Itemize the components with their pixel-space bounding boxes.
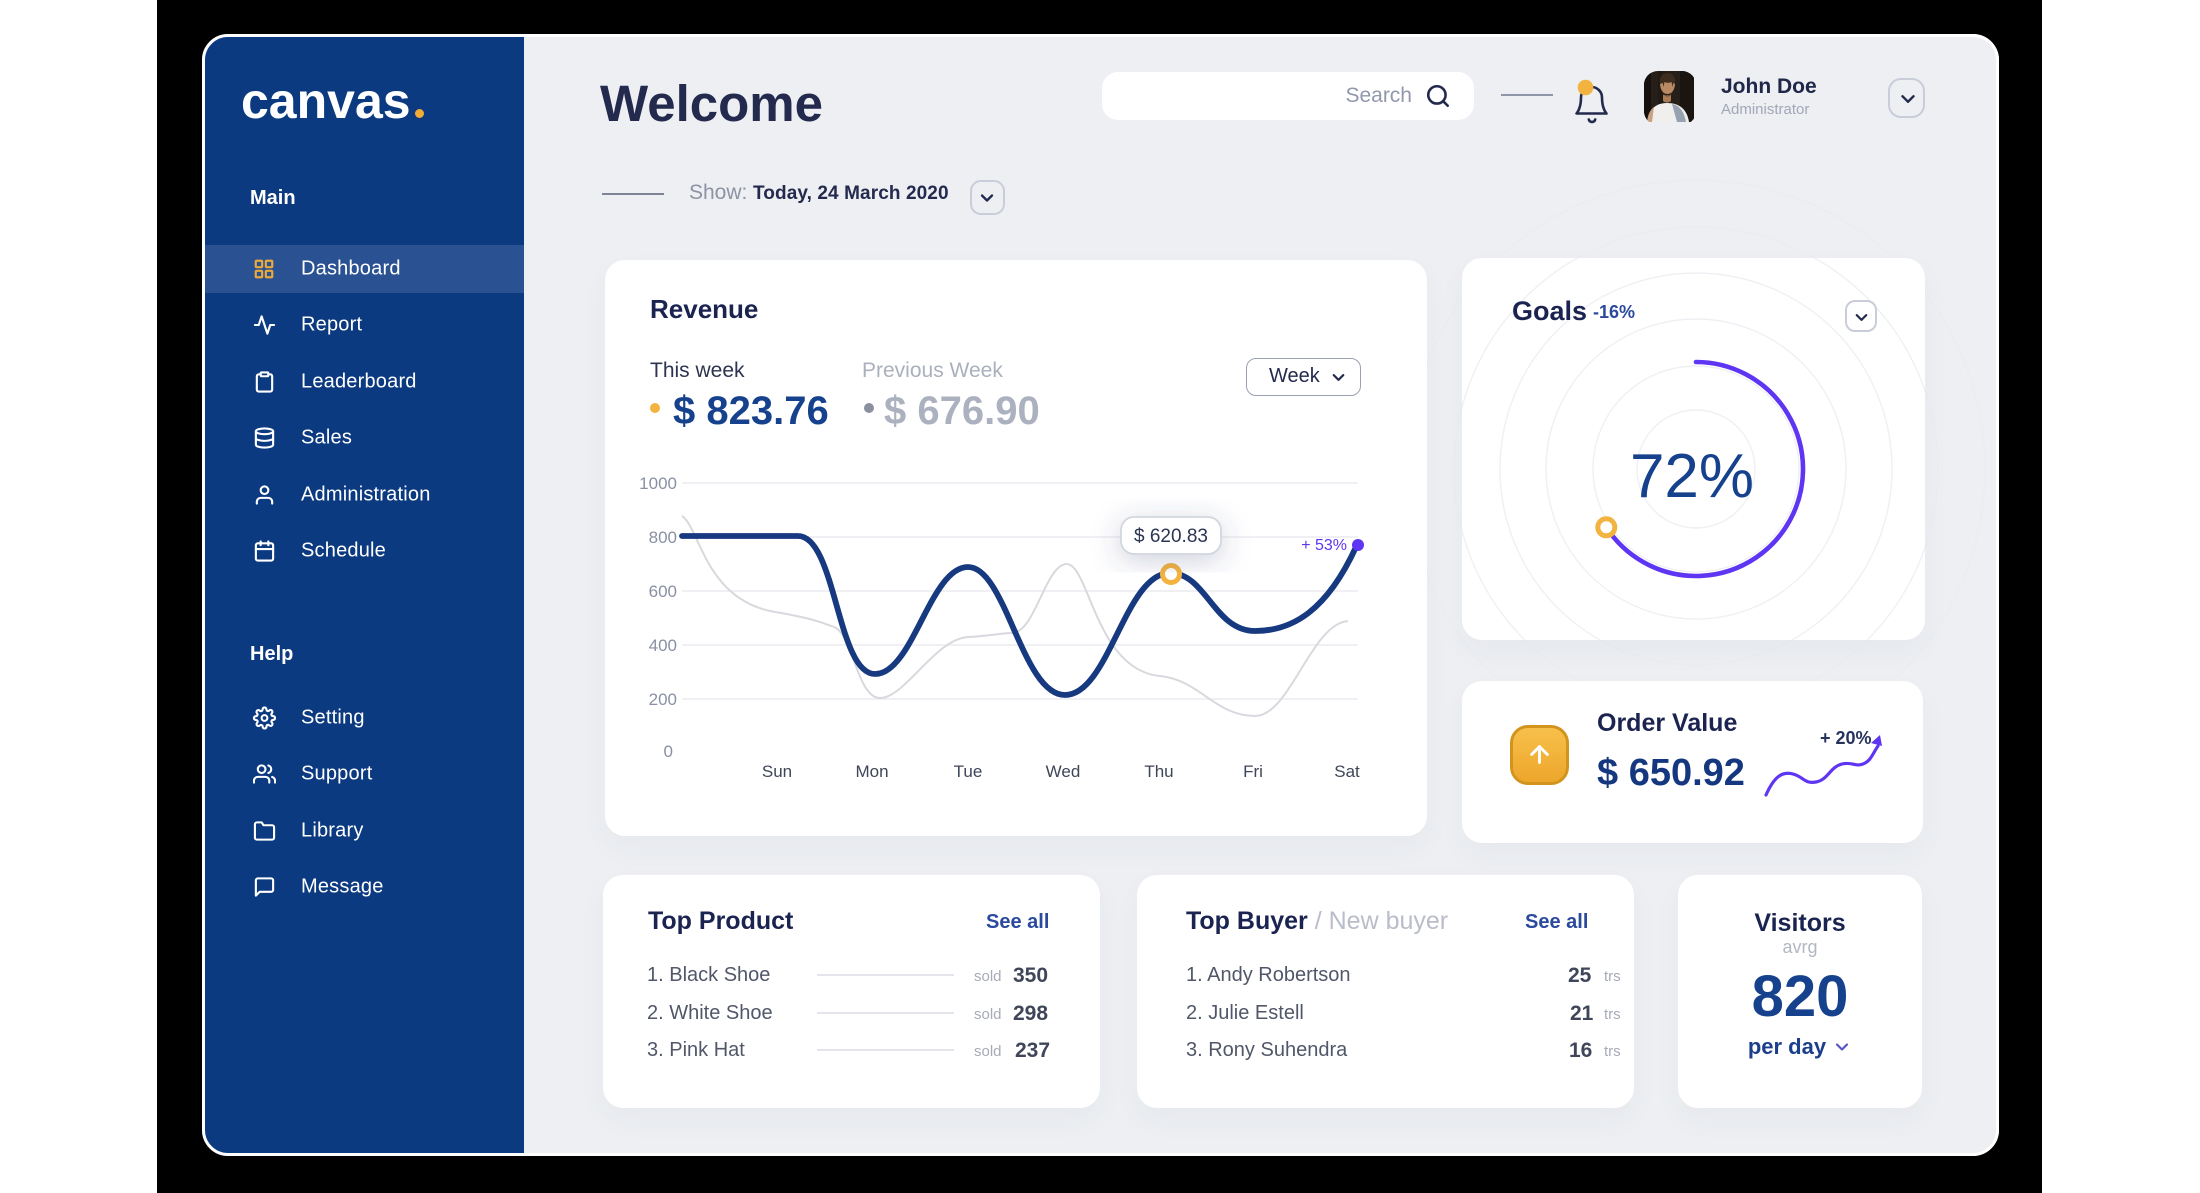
svg-text:$ 620.83: $ 620.83 — [1134, 526, 1208, 547]
svg-text:0: 0 — [664, 742, 673, 761]
svg-text:Thu: Thu — [1144, 762, 1173, 781]
svg-text:Wed: Wed — [1046, 762, 1081, 781]
svg-text:400: 400 — [649, 636, 677, 655]
svg-text:Fri: Fri — [1243, 762, 1263, 781]
svg-text:Sun: Sun — [762, 762, 792, 781]
svg-text:Tue: Tue — [954, 762, 983, 781]
svg-text:1000: 1000 — [639, 474, 677, 493]
svg-text:Mon: Mon — [855, 762, 888, 781]
svg-text:+ 53%: + 53% — [1301, 537, 1347, 554]
svg-text:600: 600 — [649, 582, 677, 601]
svg-text:800: 800 — [649, 528, 677, 547]
svg-text:Sat: Sat — [1334, 762, 1360, 781]
svg-text:72%: 72% — [1630, 442, 1754, 511]
svg-text:200: 200 — [649, 690, 677, 709]
